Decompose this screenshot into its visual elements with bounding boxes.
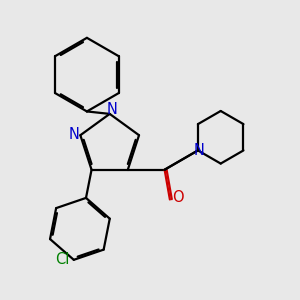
- Text: Cl: Cl: [56, 252, 70, 267]
- Text: N: N: [107, 102, 118, 117]
- Text: N: N: [193, 143, 204, 158]
- Text: O: O: [172, 190, 183, 205]
- Text: N: N: [69, 127, 80, 142]
